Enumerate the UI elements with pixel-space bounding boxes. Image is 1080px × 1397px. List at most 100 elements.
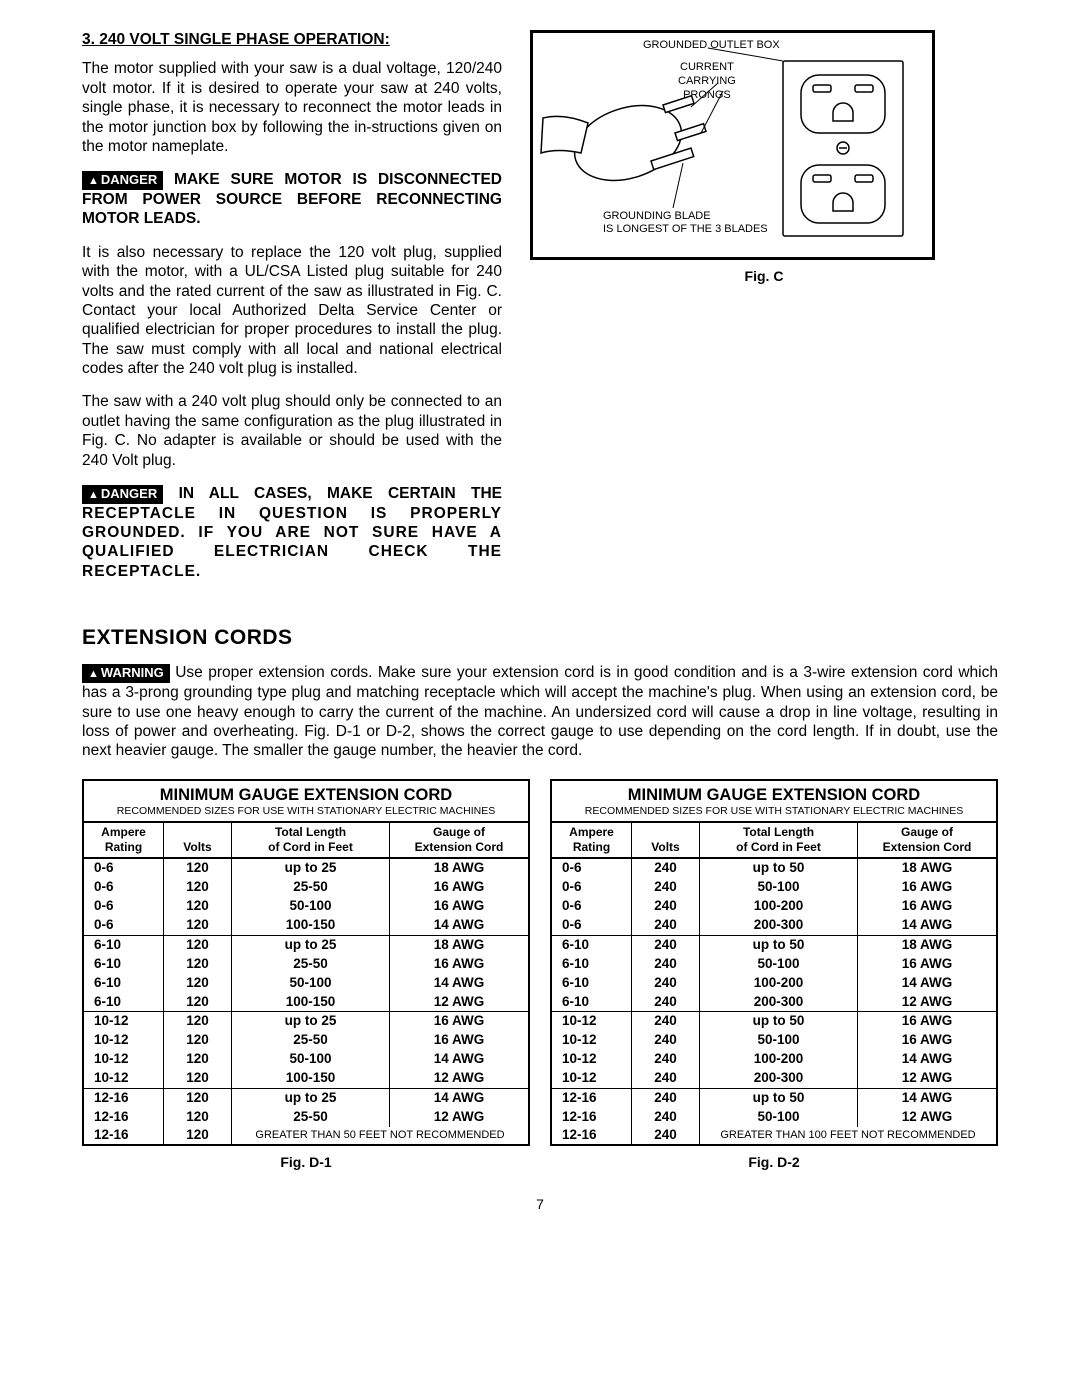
cell-length: 100-150 — [232, 993, 390, 1012]
cell-length: 200-300 — [700, 1069, 858, 1088]
cell-length: up to 50 — [700, 1089, 858, 1108]
cell-gauge: 12 AWG — [858, 1108, 996, 1127]
cell-gauge: 16 AWG — [858, 878, 996, 897]
cell-gauge: 14 AWG — [390, 916, 528, 935]
cell-amp: 0-6 — [552, 878, 632, 897]
cell-gauge: 14 AWG — [858, 916, 996, 935]
table-group: 0-6240up to 5018 AWG0-624050-10016 AWG0-… — [552, 859, 996, 936]
cell-amp: 0-6 — [84, 878, 164, 897]
table-row: 0-612025-5016 AWG — [84, 878, 528, 897]
cell-amp: 12-16 — [84, 1089, 164, 1108]
cell-amp: 6-10 — [84, 993, 164, 1012]
danger-1: DANGER MAKE SURE MOTOR IS DISCONNECTED F… — [82, 170, 502, 229]
cell-amp: 10-12 — [84, 1031, 164, 1050]
cell-volt: 240 — [632, 936, 700, 955]
cell-volt: 120 — [164, 859, 232, 878]
section-3-heading: 3. 240 VOLT SINGLE PHASE OPERATION: — [82, 30, 502, 49]
table-row: 6-10120100-15012 AWG — [84, 993, 528, 1012]
cell-volt: 240 — [632, 1127, 700, 1145]
cell-gauge: 14 AWG — [858, 1050, 996, 1069]
cell-gauge: 14 AWG — [858, 974, 996, 993]
label-blade: GROUNDING BLADE IS LONGEST OF THE 3 BLAD… — [603, 210, 768, 238]
cell-amp: 10-12 — [84, 1050, 164, 1069]
table-group: 6-10120up to 2518 AWG6-1012025-5016 AWG6… — [84, 936, 528, 1013]
section-title: 240 VOLT SINGLE PHASE OPERATION: — [99, 31, 390, 48]
cell-volt: 240 — [632, 916, 700, 935]
head-volts: Volts — [164, 823, 232, 857]
cell-volt: 120 — [164, 1127, 232, 1145]
cell-gauge: 18 AWG — [390, 859, 528, 878]
danger-badge: DANGER — [82, 171, 163, 190]
cell-volt: 120 — [164, 974, 232, 993]
table-row: 10-12240up to 5016 AWG — [552, 1012, 996, 1031]
cell-length: 100-150 — [232, 916, 390, 935]
cell-length: 25-50 — [232, 1108, 390, 1127]
cell-volt: 240 — [632, 897, 700, 916]
table-group: 6-10240up to 5018 AWG6-1024050-10016 AWG… — [552, 936, 996, 1013]
cell-length: 50-100 — [700, 878, 858, 897]
table-row: 6-10240100-20014 AWG — [552, 974, 996, 993]
cell-gauge: 12 AWG — [390, 1069, 528, 1088]
cell-amp: 12-16 — [552, 1127, 632, 1145]
rec-row: 12-16120GREATER THAN 50 FEET NOT RECOMME… — [84, 1127, 528, 1145]
cell-gauge: 16 AWG — [390, 955, 528, 974]
cell-gauge: 16 AWG — [858, 897, 996, 916]
cell-length: 100-200 — [700, 1050, 858, 1069]
cell-volt: 120 — [164, 993, 232, 1012]
cell-gauge: 18 AWG — [390, 936, 528, 955]
caption-d1: Fig. D-1 — [82, 1154, 530, 1172]
table-row: 0-6240200-30014 AWG — [552, 916, 996, 935]
head-gauge: Gauge ofExtension Cord — [858, 823, 996, 857]
cell-length: 25-50 — [232, 878, 390, 897]
cell-volt: 120 — [164, 878, 232, 897]
cell-amp: 0-6 — [552, 897, 632, 916]
head-ampere: AmpereRating — [552, 823, 632, 857]
cell-gauge: 16 AWG — [390, 1031, 528, 1050]
cell-length: 200-300 — [700, 916, 858, 935]
danger-2-text-a: IN ALL CASES, MAKE CERTAIN THE — [179, 485, 502, 502]
table-title: MINIMUM GAUGE EXTENSION CORD — [552, 781, 996, 806]
rec-row: 12-16240GREATER THAN 100 FEET NOT RECOMM… — [552, 1127, 996, 1145]
table-subtitle: RECOMMENDED SIZES FOR USE WITH STATIONAR… — [552, 805, 996, 823]
table-row: 6-1012025-5016 AWG — [84, 955, 528, 974]
table-group: 12-16120up to 2514 AWG12-1612025-5012 AW… — [84, 1089, 528, 1145]
table-row: 10-1212050-10014 AWG — [84, 1050, 528, 1069]
cell-volt: 240 — [632, 1050, 700, 1069]
cell-gauge: 12 AWG — [390, 993, 528, 1012]
cell-gauge: 16 AWG — [390, 897, 528, 916]
danger-2-text-b: RECEPTACLE IN QUESTION IS PROPERLY GROUN… — [82, 504, 502, 582]
extension-warning: WARNING Use proper extension cords. Make… — [82, 663, 998, 760]
danger-2: DANGER IN ALL CASES, MAKE CERTAIN THE — [82, 484, 502, 504]
cell-amp: 6-10 — [84, 936, 164, 955]
cell-length: up to 50 — [700, 936, 858, 955]
cell-length: 50-100 — [700, 955, 858, 974]
cell-volt: 240 — [632, 1089, 700, 1108]
cell-gauge: 16 AWG — [390, 1012, 528, 1031]
caption-d2: Fig. D-2 — [550, 1154, 998, 1172]
cell-length: 100-200 — [700, 897, 858, 916]
table-row: 6-10240up to 5018 AWG — [552, 936, 996, 955]
cell-length: 50-100 — [232, 1050, 390, 1069]
cell-gauge: 18 AWG — [858, 936, 996, 955]
table-d2-wrap: MINIMUM GAUGE EXTENSION CORDRECOMMENDED … — [550, 779, 998, 1172]
table-row: 6-10240200-30012 AWG — [552, 993, 996, 1012]
warning-text: Use proper extension cords. Make sure yo… — [82, 664, 998, 759]
section-3-p1: The motor supplied with your saw is a du… — [82, 59, 502, 156]
cell-amp: 0-6 — [84, 897, 164, 916]
cell-amp: 0-6 — [84, 916, 164, 935]
cell-volt: 240 — [632, 878, 700, 897]
table-group: 12-16240up to 5014 AWG12-1624050-10012 A… — [552, 1089, 996, 1145]
cell-length: 25-50 — [232, 1031, 390, 1050]
cell-amp: 12-16 — [84, 1127, 164, 1145]
cell-volt: 120 — [164, 1031, 232, 1050]
cell-volt: 240 — [632, 1108, 700, 1127]
rec-text: GREATER THAN 100 FEET NOT RECOMMENDED — [700, 1127, 996, 1145]
table-row: 0-6240up to 5018 AWG — [552, 859, 996, 878]
table-row: 10-12120up to 2516 AWG — [84, 1012, 528, 1031]
cell-amp: 10-12 — [84, 1069, 164, 1088]
table-group: 10-12120up to 2516 AWG10-1212025-5016 AW… — [84, 1012, 528, 1089]
cell-gauge: 14 AWG — [858, 1089, 996, 1108]
head-ampere: AmpereRating — [84, 823, 164, 857]
cell-amp: 6-10 — [552, 974, 632, 993]
cell-gauge: 18 AWG — [858, 859, 996, 878]
